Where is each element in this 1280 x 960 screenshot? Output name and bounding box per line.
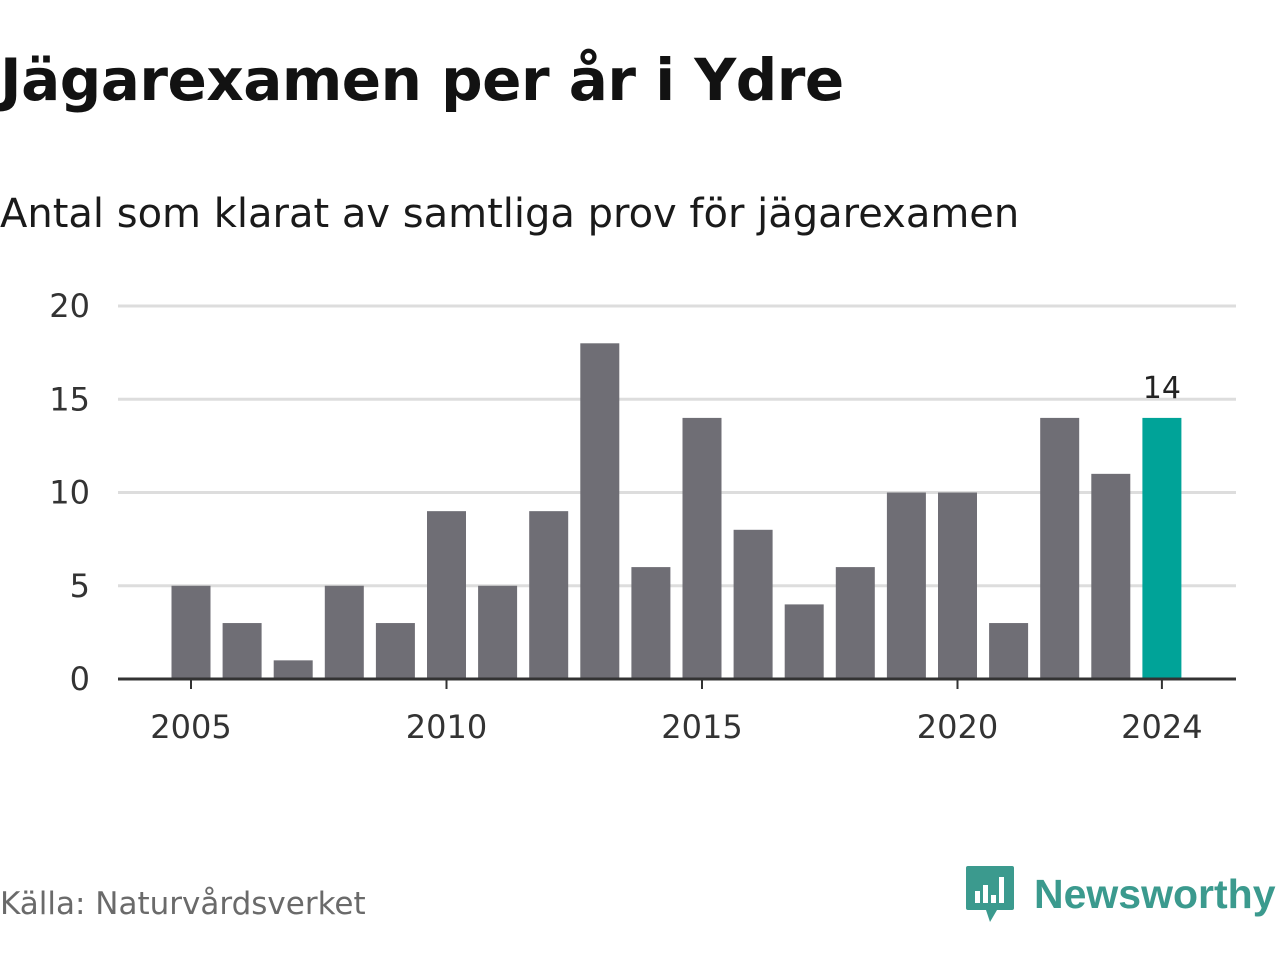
y-tick-label: 20 [49,287,90,325]
bar [478,585,518,679]
bar [324,585,364,679]
bar [1040,417,1080,679]
newsworthy-logo: Newsworthy [964,864,1276,924]
x-axis-ticks: 2005 2010 2015 2020 2024 [150,679,1203,746]
y-tick-label: 15 [49,380,90,418]
bar-chart: 0 5 10 15 20 2005 2010 2015 2020 2024 14 [49,287,1236,746]
chart-title: Jägarexamen per år i Ydre [0,46,844,114]
bar [171,585,211,679]
logo-wordmark: Newsworthy [1034,871,1276,917]
chat-bubble-bar-chart-icon [966,866,1014,922]
bar [682,417,722,679]
bar [784,604,824,679]
y-axis-ticks: 0 5 10 15 20 [49,287,90,698]
bar [1142,417,1182,679]
x-tick-label: 2024 [1121,708,1202,746]
value-label: 14 [1143,371,1181,406]
bar [427,511,466,679]
bar [1091,473,1131,679]
bar [938,492,977,679]
bars [171,343,1182,679]
bar [733,529,773,679]
value-labels: 14 [1143,371,1181,406]
bar [631,567,671,679]
x-tick-label: 2020 [917,708,998,746]
x-tick-label: 2005 [150,708,231,746]
x-tick-label: 2015 [661,708,742,746]
source-note: Källa: Naturvårdsverket [0,886,366,922]
y-tick-label: 0 [70,660,90,698]
y-tick-label: 5 [70,567,90,605]
bar [835,567,875,679]
y-tick-label: 10 [49,474,90,512]
bar [529,511,569,679]
x-tick-label: 2010 [406,708,487,746]
bar [580,343,620,679]
bar [222,623,262,679]
chart-subtitle: Antal som klarat av samtliga prov för jä… [0,191,1020,237]
bar [273,660,313,679]
bar [989,623,1029,679]
bar [886,492,926,679]
bar [375,623,415,679]
